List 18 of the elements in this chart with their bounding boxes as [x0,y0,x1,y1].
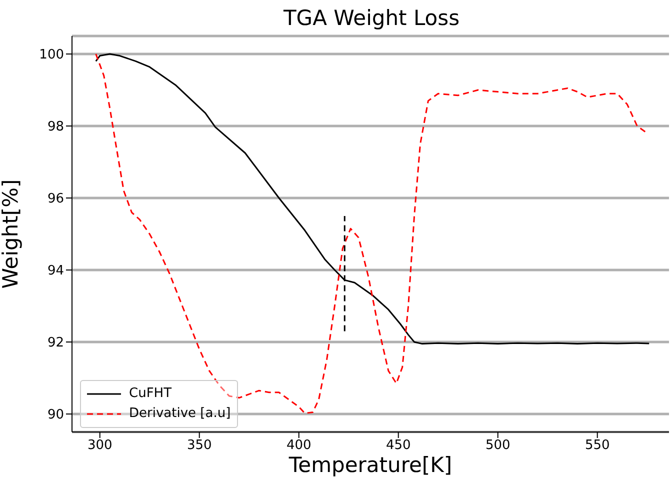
y-tick-label: 92 [47,336,64,351]
y-tick-label: 94 [47,264,64,279]
x-tick-label: 500 [485,438,510,454]
y-axis-title: Weight[%] [0,179,22,289]
line-series [95,53,650,345]
x-tick-label: 450 [386,438,411,454]
y-tick-label: 100 [39,48,64,63]
x-tick-label: 550 [584,438,610,454]
x-tick-label: 350 [186,438,212,454]
legend-label: Derivative [a.u] [129,405,231,423]
x-tick-label: 400 [286,438,312,454]
legend-label: CuFHT [129,385,172,403]
y-tick-label: 98 [47,120,64,135]
x-tick-label: 300 [87,438,112,454]
y-tick-label: 90 [47,408,64,423]
chart-title: TGA Weight Loss [282,6,461,30]
x-axis-title: Temperature[K] [288,453,452,477]
y-tick-label: 96 [47,192,64,207]
